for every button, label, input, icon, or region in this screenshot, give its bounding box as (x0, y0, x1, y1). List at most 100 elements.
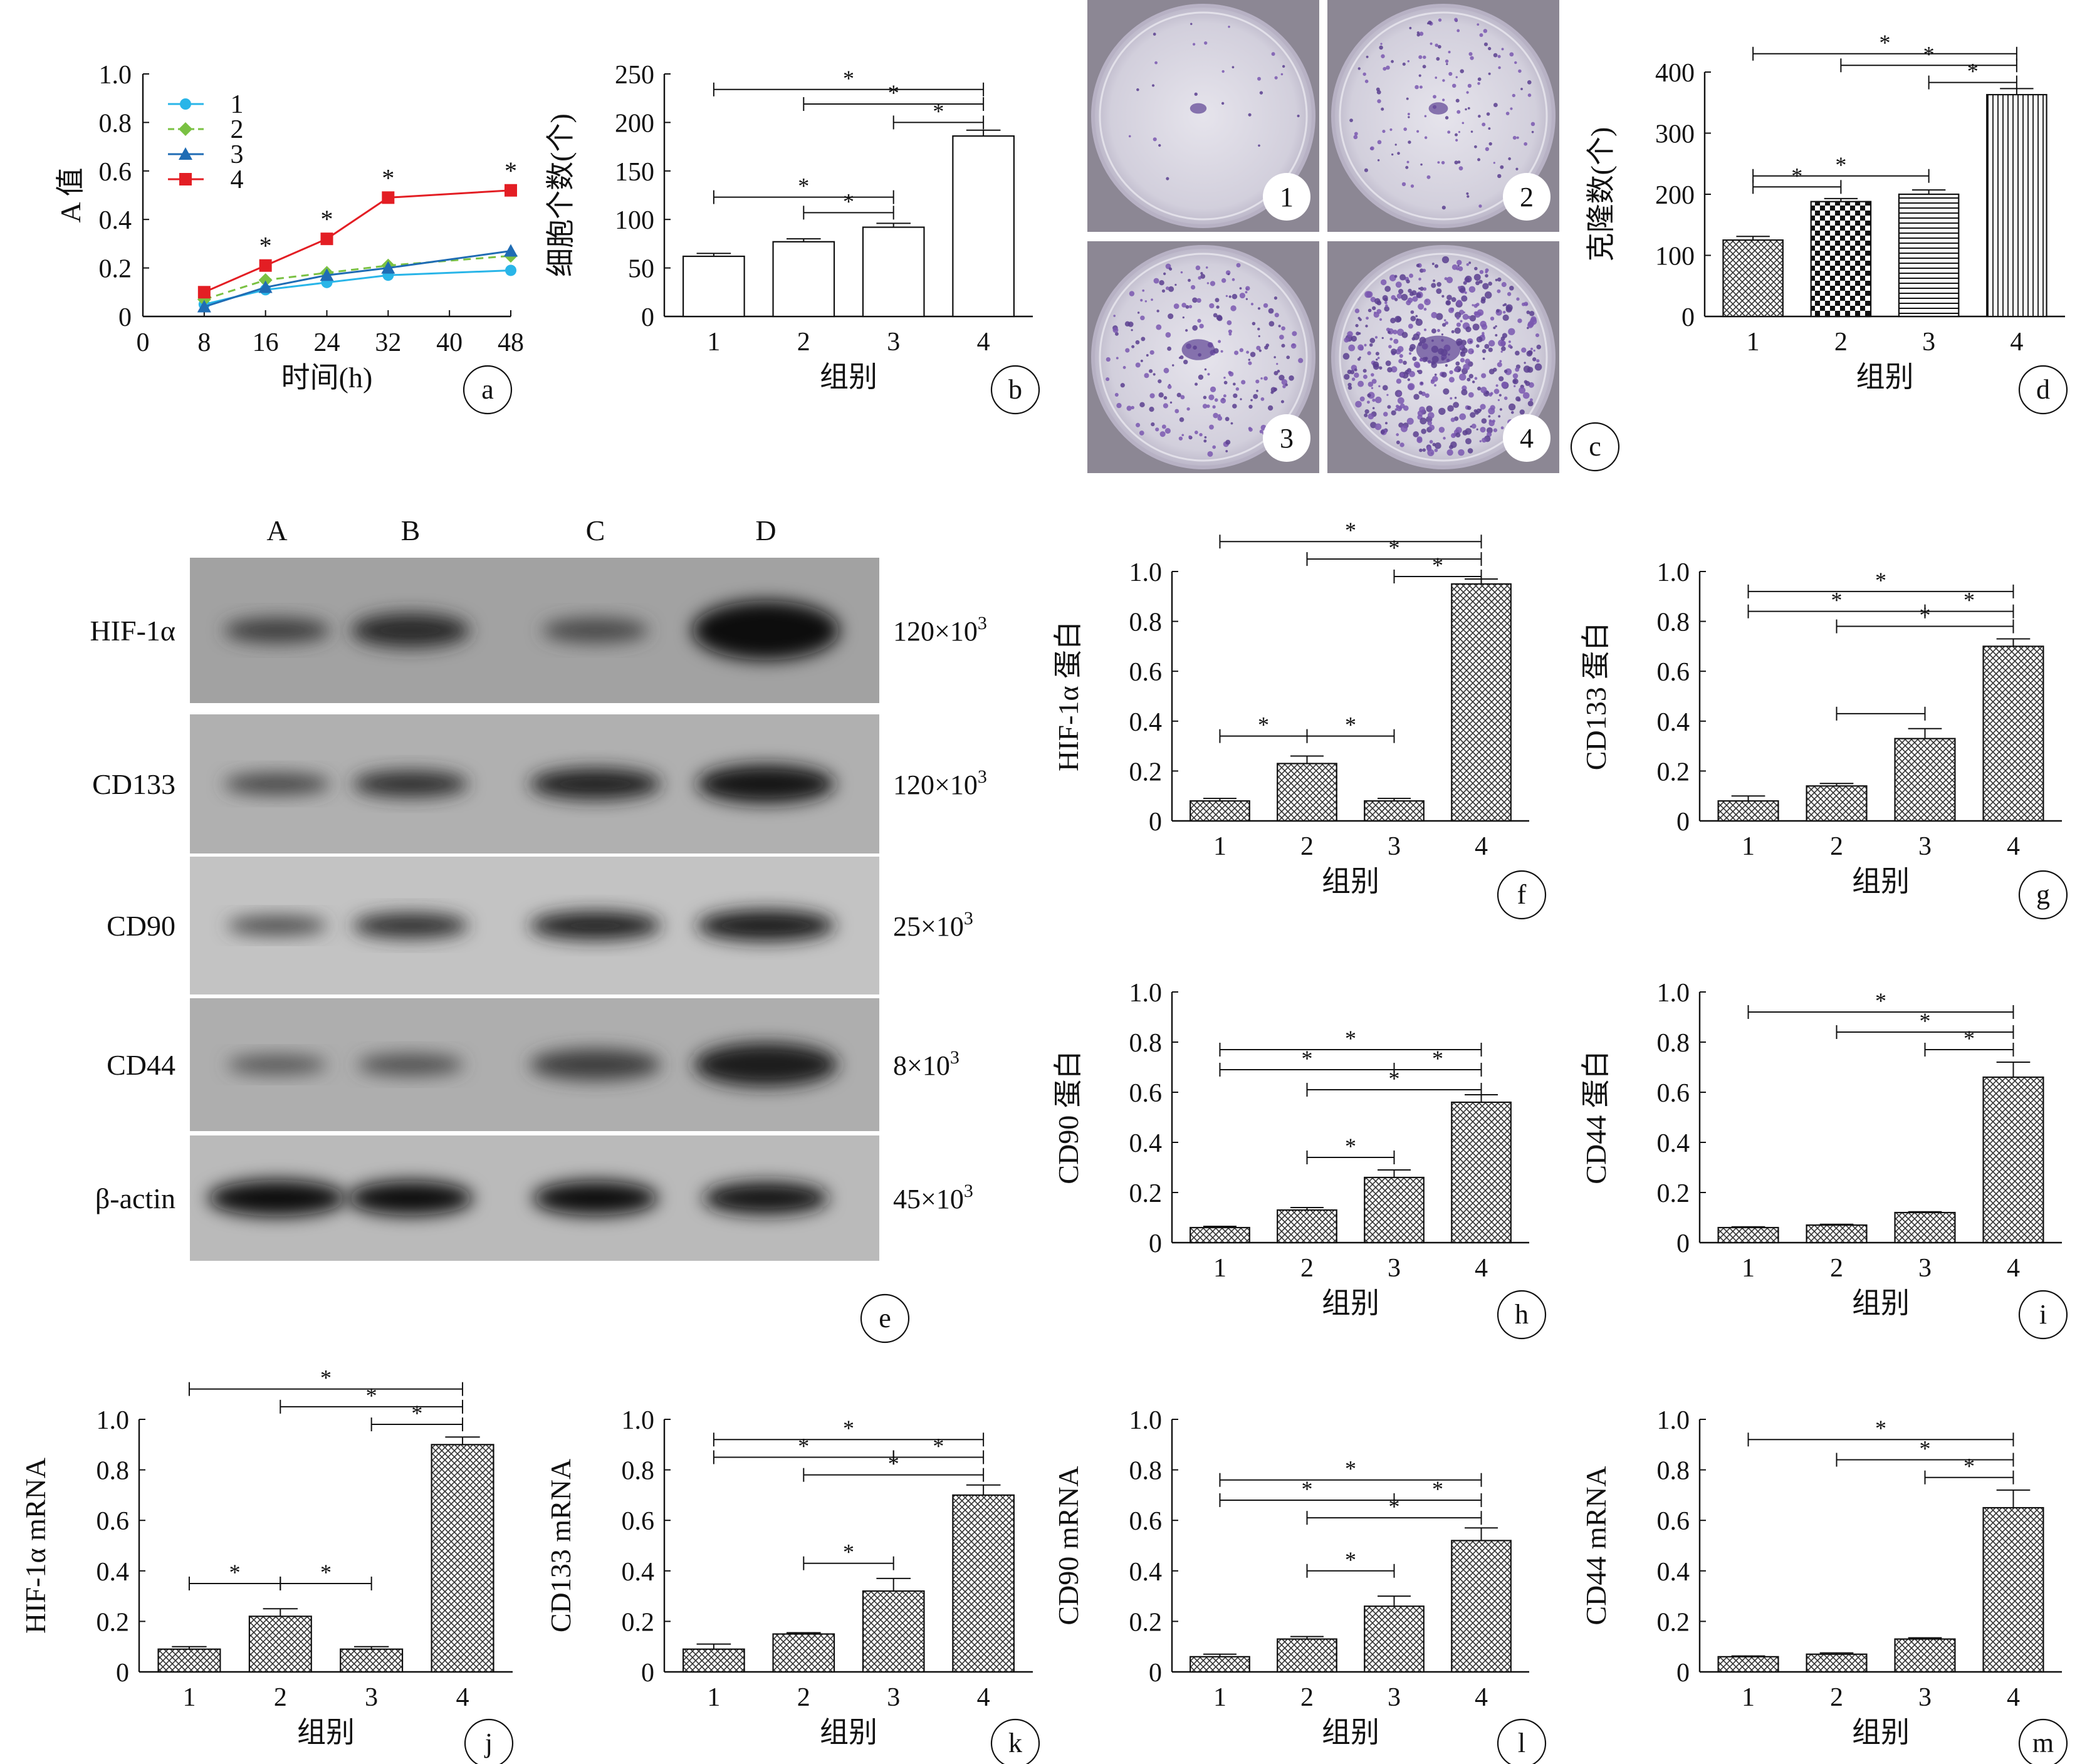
colony (1376, 309, 1382, 314)
colony (1427, 447, 1431, 451)
colony (1418, 390, 1423, 395)
colony (1159, 279, 1164, 286)
colony (1376, 300, 1382, 306)
colony (1461, 389, 1468, 396)
colony (1391, 348, 1397, 355)
colony (1406, 279, 1410, 284)
bar (1894, 738, 1956, 822)
colony (1383, 66, 1387, 71)
colony (1163, 272, 1166, 276)
colony (1447, 405, 1454, 412)
colony (1188, 435, 1191, 439)
y-tick-label: 0.8 (97, 1457, 130, 1486)
colony (1454, 18, 1458, 22)
colony (1146, 354, 1149, 357)
colony (1407, 60, 1410, 63)
bar (682, 255, 745, 318)
panel-letter: c (1589, 431, 1601, 462)
y-tick-label: 100 (615, 206, 654, 235)
colony (1267, 405, 1273, 411)
colony (1488, 281, 1492, 286)
colony-dish-1: 1 (1087, 0, 1319, 232)
colony (1512, 93, 1515, 98)
series-line (204, 269, 511, 306)
colony (1441, 295, 1445, 298)
colony (1166, 177, 1169, 180)
colony (1366, 400, 1370, 404)
significance-star: * (320, 1365, 332, 1391)
bar (1806, 785, 1868, 822)
colony (1353, 135, 1358, 140)
colony (1225, 417, 1230, 422)
colony (1406, 417, 1414, 425)
colony (1431, 362, 1437, 368)
x-tick-label: 2 (1300, 1683, 1314, 1712)
colony (1364, 413, 1368, 417)
colony (1411, 337, 1416, 341)
significance-bracket: * (803, 1451, 985, 1482)
significance-star: * (1345, 1026, 1356, 1051)
bar (1810, 201, 1872, 318)
colony (1478, 115, 1481, 118)
legend-label: 1 (231, 90, 244, 119)
lane-label-A: A (266, 514, 287, 546)
colony (1180, 395, 1185, 400)
colony (1431, 328, 1436, 334)
colony (1190, 23, 1193, 25)
significance-star: * (1875, 1416, 1886, 1441)
y-tick-label: 100 (1655, 243, 1695, 271)
significance-bracket: * (280, 1560, 372, 1590)
colony (1215, 298, 1220, 303)
significance-star: * (1964, 1026, 1975, 1051)
y-tick-label: 200 (615, 109, 654, 138)
colony (1169, 401, 1173, 404)
colony (1357, 316, 1361, 320)
x-tick-label: 8 (197, 328, 211, 357)
colony (1472, 380, 1475, 384)
colony (1376, 90, 1381, 95)
significance-bracket: * (1393, 553, 1482, 583)
colony (1263, 303, 1268, 308)
colony (1526, 350, 1532, 357)
colony (1450, 397, 1453, 400)
chart-k-bar: 0 0.2 0.4 0.6 0.8 1.0 1 2 3 4 * * * * * 组别 CD133 mRNA k (545, 1406, 1040, 1764)
bar (1806, 1224, 1868, 1244)
bar (1806, 1653, 1868, 1673)
colony (1207, 373, 1210, 376)
x-axis-label: 组别 (297, 1715, 355, 1749)
colony (1161, 424, 1166, 429)
significance-bracket: * (280, 1383, 464, 1414)
colony (1477, 82, 1480, 85)
panel-letter-circle (860, 1293, 910, 1344)
colony (1225, 295, 1228, 298)
colony (1280, 400, 1284, 404)
colony (1479, 269, 1484, 274)
colony (1129, 291, 1135, 296)
colony (1168, 313, 1174, 320)
colony (1131, 329, 1133, 331)
chart-g-bar: 0 0.2 0.4 0.6 0.8 1.0 1 2 3 4 * * * * 组别 CD133 蛋白 g (1579, 558, 2068, 920)
colony (1455, 432, 1461, 438)
colony (1497, 289, 1501, 293)
colony (1488, 340, 1495, 347)
colony (1527, 80, 1532, 85)
colony (1281, 326, 1285, 331)
colony (1434, 373, 1437, 376)
x-tick-label: 2 (1830, 1254, 1843, 1283)
panel-letter-circle (990, 1718, 1040, 1764)
colony (1374, 396, 1382, 404)
colony (1367, 308, 1372, 313)
panel-letter-circle (2018, 365, 2068, 415)
significance-bracket: * (803, 1540, 894, 1570)
significance-star: * (229, 1560, 241, 1585)
y-tick-label: 1.0 (1657, 979, 1690, 1008)
colony (1488, 347, 1493, 352)
significance-star: * (1875, 988, 1886, 1013)
y-axis-label: CD90 mRNA (1052, 1466, 1084, 1625)
significance-star: * (1345, 518, 1356, 543)
colony (1232, 66, 1235, 69)
colony (1408, 288, 1412, 293)
colony (1250, 352, 1256, 357)
colony (1149, 407, 1154, 412)
x-tick-label: 3 (887, 328, 900, 357)
